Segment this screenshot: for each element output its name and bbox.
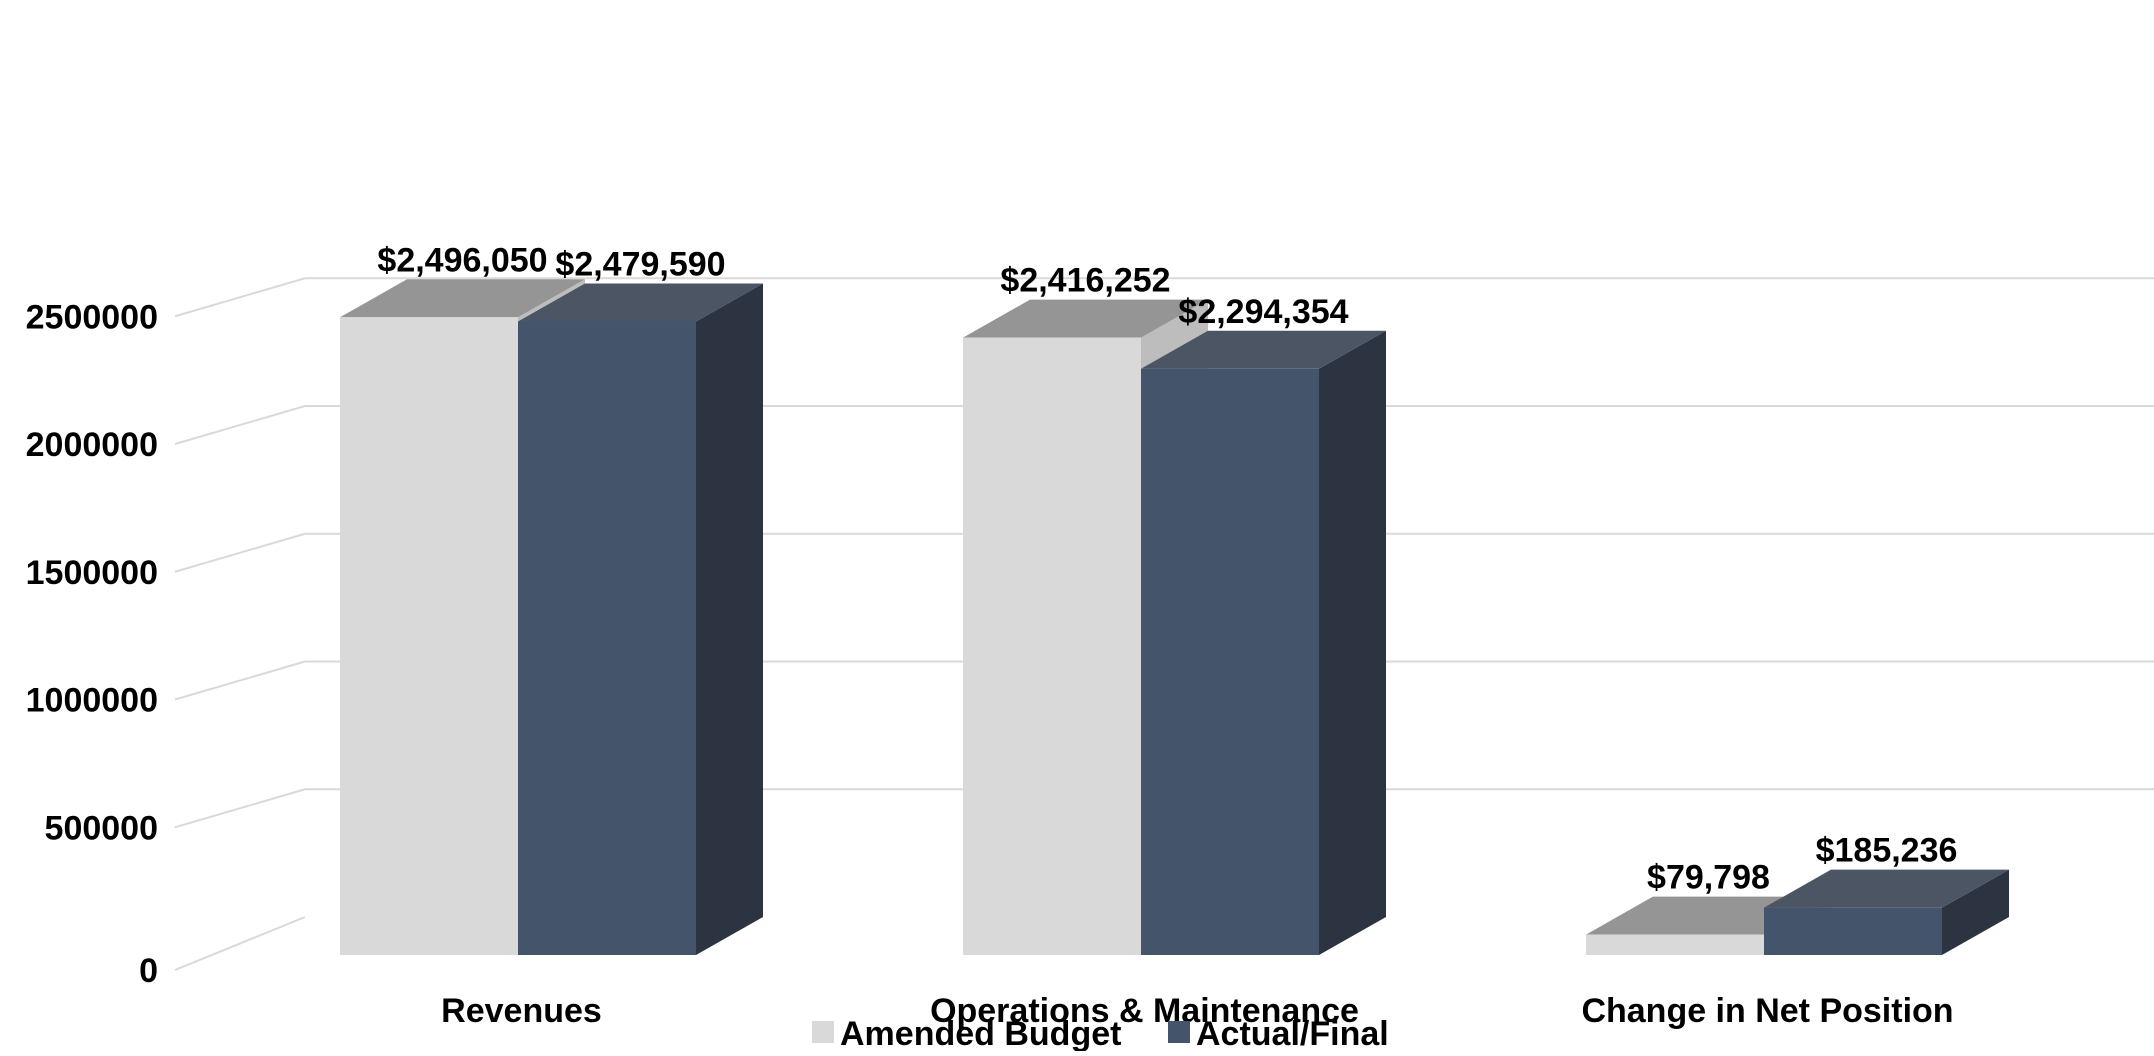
- gridline-side: [174, 916, 306, 971]
- bar-top: [340, 279, 585, 318]
- gridline-side: [174, 405, 306, 445]
- legend-label: Actual/Final: [1196, 1015, 1389, 1051]
- bar-side: [696, 283, 763, 956]
- legend-item: Amended Budget: [812, 1015, 1121, 1053]
- y-tick-label: 500000: [45, 809, 158, 847]
- y-tick-label: 1500000: [26, 554, 158, 592]
- bar-front: [340, 317, 518, 955]
- bar-front: [1764, 907, 1942, 955]
- gridline-side: [174, 788, 306, 829]
- bar: [1764, 869, 2009, 955]
- x-category-label: Change in Net Position: [1581, 992, 1953, 1030]
- data-label: $2,496,050: [377, 241, 547, 279]
- data-labels: $2,496,050 $2,479,590 $2,416,252$2,294,354…: [377, 241, 1957, 896]
- x-axis-categories: Revenues Operations & Maintenance Change i…: [441, 992, 1953, 1030]
- x-category-label: Revenues: [441, 992, 602, 1030]
- y-axis-ticks: 0 500000 1000000 1500000 2000000 2500000: [26, 298, 158, 990]
- bar: [518, 283, 763, 956]
- data-label: $2,416,252: [1000, 262, 1170, 300]
- legend-swatch: [1168, 1021, 1190, 1043]
- bar-top: [518, 283, 763, 322]
- y-tick-label: 0: [139, 952, 158, 990]
- legend-item: Actual/Final: [1168, 1015, 1389, 1053]
- bar-top: [963, 299, 1208, 338]
- bar-front: [1141, 368, 1319, 955]
- bar-front: [518, 321, 696, 956]
- data-label: $2,479,590: [555, 245, 725, 283]
- data-label: $2,294,354: [1178, 293, 1348, 331]
- bar-front: [963, 337, 1141, 956]
- legend: Amended Budget Actual/Final: [812, 1015, 1389, 1053]
- bar-side: [1942, 869, 2009, 955]
- gridline-side: [174, 277, 306, 318]
- bar-front: [1586, 934, 1764, 955]
- x-category-label: Operations & Maintenance: [930, 992, 1359, 1030]
- y-tick-label: 1000000: [26, 682, 158, 720]
- y-tick-label: 2500000: [26, 298, 158, 336]
- gridline-side: [174, 532, 306, 573]
- bar: [1141, 330, 1386, 955]
- data-label: $79,798: [1647, 859, 1770, 897]
- data-label: $185,236: [1816, 832, 1958, 870]
- legend-label: Amended Budget: [840, 1015, 1121, 1051]
- y-tick-label: 2000000: [26, 426, 158, 464]
- bar-top: [1141, 330, 1386, 369]
- bars: [340, 279, 2009, 956]
- legend-swatch: [812, 1021, 834, 1043]
- gridline-side: [174, 660, 306, 701]
- bar-side: [1319, 330, 1386, 955]
- bar-top: [1764, 869, 2009, 908]
